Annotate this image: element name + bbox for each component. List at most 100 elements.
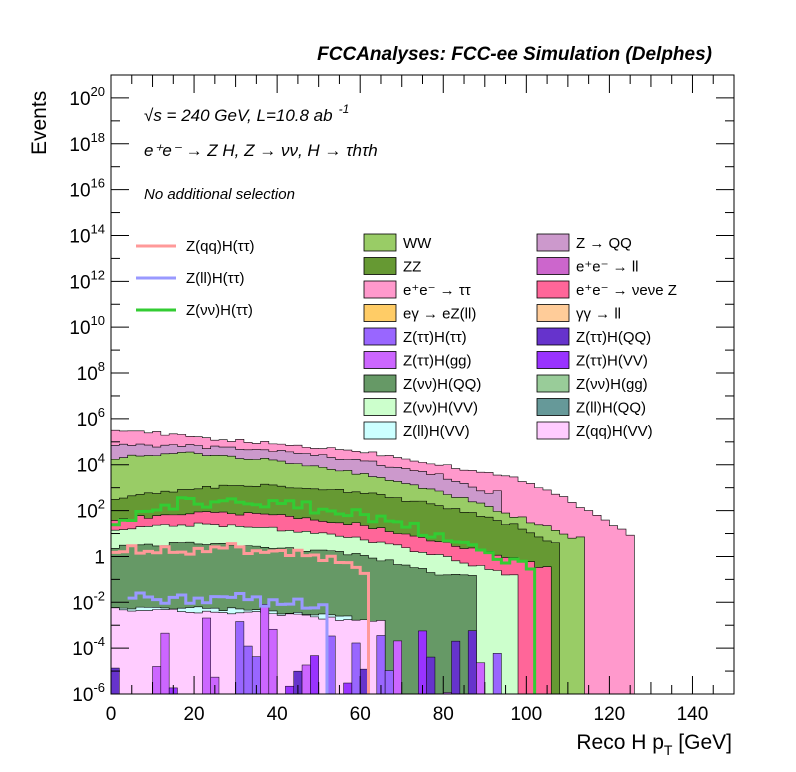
spike-bar <box>110 667 120 695</box>
legend-entry: Z(qq)H(VV) <box>536 421 653 440</box>
spike-bar <box>285 685 294 695</box>
legend-entry: e⁺e⁻ → νeνe Z <box>536 280 677 299</box>
legend-entry: Z(νν)H(VV) <box>363 398 478 417</box>
legend-swatch <box>363 398 397 416</box>
legend-entry: Z → QQ <box>536 233 632 252</box>
legend-swatch <box>363 233 397 252</box>
y-tick-label: 1 <box>94 547 105 568</box>
legend-label: Z(νν)H(QQ) <box>403 376 481 393</box>
spike-bar <box>235 621 245 695</box>
legend-label: Z(ττ)H(ττ) <box>403 329 467 346</box>
y-tick-label: 108 <box>77 359 105 385</box>
signal-line <box>111 496 537 694</box>
legend-swatch <box>536 304 570 322</box>
annotation-process: e⁺e⁻ → Z H, Z → νν, H → τhτh <box>144 141 378 160</box>
legend-swatch <box>363 374 397 393</box>
legend-swatch <box>536 280 570 299</box>
legend-label: WW <box>403 235 432 252</box>
x-tick-label: 40 <box>267 704 288 725</box>
x-tick-label: 60 <box>350 704 371 725</box>
legend-swatch <box>536 327 570 346</box>
legend-label: Z(qq)H(VV) <box>576 423 653 440</box>
legend-swatch <box>363 351 397 369</box>
signal-line <box>127 591 329 694</box>
spike-bar <box>243 645 253 695</box>
y-tick-label: 1020 <box>69 84 105 110</box>
y-tick-label: 10-4 <box>72 634 105 660</box>
y-tick-label: 1010 <box>69 313 105 339</box>
legend-entry: Z(ττ)H(gg) <box>363 351 472 370</box>
spike-bar <box>343 682 353 695</box>
legend-label: Z(ττ)H(QQ) <box>576 329 651 346</box>
legend-entry: Z(ττ)H(VV) <box>536 351 648 370</box>
legend-label: Z(ττ)H(gg) <box>403 353 472 370</box>
y-tick-label: 1014 <box>69 221 105 247</box>
legend-swatch <box>536 398 570 416</box>
legend-entry: Z(ττ)H(QQ) <box>536 327 651 346</box>
plot-area: 0 20 40 60 80 100 120 140 10-610-410-2110210410… <box>69 74 735 725</box>
legend-swatch <box>536 257 570 275</box>
legend-swatch <box>536 421 570 440</box>
legend-entry: Z(ττ)H(ττ) <box>363 327 467 346</box>
x-axis-label-unit: [GeV] <box>672 731 732 754</box>
x-tick-label: 120 <box>594 704 626 725</box>
legend-label: Z(qq)H(ττ) <box>186 238 255 255</box>
spike-bar <box>476 662 486 695</box>
spike-bar <box>451 640 461 695</box>
spike-bar <box>260 604 270 695</box>
annotation-selection: No additional selection <box>144 186 295 203</box>
spike-bar <box>393 640 402 695</box>
legend-label: e⁺e⁻ → ll <box>576 259 639 276</box>
legend-swatch <box>536 351 570 369</box>
legend-label: Z(νν)H(VV) <box>403 400 478 417</box>
legend-label: Z(νν)H(gg) <box>576 376 648 393</box>
spike-bar <box>301 664 311 695</box>
y-axis-label: Events <box>28 91 51 155</box>
annotation-sqrt-s-text: √s = 240 GeV, L=10.8 ab <box>144 106 333 125</box>
spike-bar <box>268 628 278 695</box>
legend-swatch <box>363 304 397 322</box>
y-tick-label: 106 <box>77 405 105 431</box>
x-tick-label: 140 <box>677 704 709 725</box>
y-tick-label: 1016 <box>69 176 105 202</box>
legend-label: eγ → eZ(ll) <box>403 306 476 323</box>
signal-line <box>111 542 371 694</box>
x-tick-label: 80 <box>433 704 454 725</box>
legend-entry: Z(ll)H(QQ) <box>536 398 646 417</box>
y-tick-label: 1012 <box>69 267 105 293</box>
y-axis-ticks: 10-6 10-4 10-2 1 102 104 106 108 1010 1012 1014 101… <box>69 74 734 706</box>
x-axis-label-main: Reco H p <box>576 731 664 754</box>
legend-label: Z(ll)H(ττ) <box>186 270 245 287</box>
legend-entry: ZZ <box>363 257 421 276</box>
legend-entry: e⁺e⁻ → ττ <box>363 280 471 299</box>
annotation-lumi-exponent: -1 <box>339 102 350 116</box>
legend-swatch <box>363 421 397 440</box>
legend-entry: Z(qq)H(ττ) <box>136 238 255 255</box>
legend-swatch <box>363 257 397 275</box>
signal-lines <box>111 496 537 694</box>
x-axis-label-sub: T <box>664 742 673 758</box>
legend-label: γγ → ll <box>576 306 621 323</box>
legend-entry: e⁺e⁻ → ll <box>536 257 639 276</box>
spike-bar <box>310 655 319 695</box>
legend-entry: Z(νν)H(ττ) <box>136 302 253 319</box>
legend-signals: Z(qq)H(ττ) Z(ll)H(ττ) Z(νν)H(ττ) <box>136 238 255 319</box>
legend-swatch <box>536 374 570 393</box>
y-tick-label: 10-6 <box>72 680 105 706</box>
y-tick-label: 104 <box>77 451 105 477</box>
spike-bar <box>492 653 502 695</box>
y-tick-label: 10-2 <box>72 588 105 614</box>
legend-entry: Z(ll)H(VV) <box>363 421 470 440</box>
spike-bar <box>418 630 427 695</box>
legend-entry: eγ → eZ(ll) <box>363 304 476 323</box>
legend-entry: WW <box>363 233 432 252</box>
legend-label: Z → QQ <box>576 235 632 252</box>
legend-swatch <box>363 280 397 299</box>
annotation-sqrt-s: √s = 240 GeV, L=10.8 ab -1 <box>144 102 349 125</box>
legend-entry: Z(ll)H(ττ) <box>136 270 245 287</box>
spike-bar <box>160 632 170 695</box>
legend-label: ZZ <box>403 259 421 276</box>
legend-swatch <box>363 327 397 346</box>
spike-bar <box>426 656 436 695</box>
